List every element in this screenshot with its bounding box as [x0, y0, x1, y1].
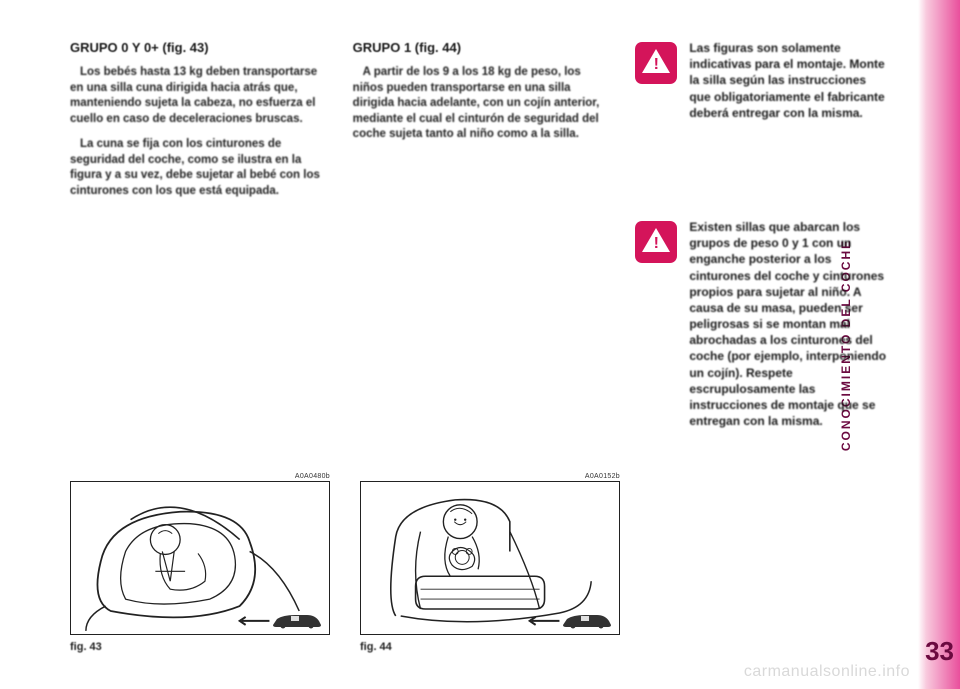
warning-icon: ! [635, 221, 677, 263]
warning-block-1: ! Las figuras son solamente indicativas … [635, 40, 890, 121]
warning-text-1: Las figuras son solamente indicativas pa… [689, 40, 890, 121]
page-number: 33 [925, 636, 954, 667]
figure-43: A0A0480b [70, 473, 330, 653]
figure-44-box [360, 481, 620, 635]
figure-43-box [70, 481, 330, 635]
warning-exclamation-icon: ! [654, 235, 659, 253]
col2-heading: GRUPO 1 (fig. 44) [353, 40, 608, 55]
col1-para-2: La cuna se fija con los cinturones de se… [70, 137, 325, 199]
car-silhouette-icon [561, 613, 613, 629]
figure-44-code: A0A0152b [360, 473, 620, 480]
car-silhouette-icon [271, 613, 323, 629]
warning-icon: ! [635, 42, 677, 84]
figure-43-illustration [71, 482, 329, 635]
warning-exclamation-icon: ! [654, 56, 659, 74]
page: CONOCIMIENTO DEL COCHE 33 GRUPO 0 Y 0+ (… [0, 0, 960, 689]
col1-heading: GRUPO 0 Y 0+ (fig. 43) [70, 40, 325, 55]
col2-para-1: A partir de los 9 a los 18 kg de peso, l… [353, 65, 608, 143]
sidebar-gradient: CONOCIMIENTO DEL COCHE [918, 0, 960, 689]
col1-para-1: Los bebés hasta 13 kg deben transportars… [70, 65, 325, 127]
warning-block-2: ! Existen sillas que abarcan los grupos … [635, 219, 890, 429]
figure-43-label: fig. 43 [70, 641, 330, 653]
figure-44-label: fig. 44 [360, 641, 620, 653]
warning-text-2: Existen sillas que abarcan los grupos de… [689, 219, 890, 429]
figure-44: A0A0152b [360, 473, 620, 653]
figures-row: A0A0480b [70, 473, 620, 653]
column-3: ! Las figuras son solamente indicativas … [635, 40, 890, 640]
figure-43-code: A0A0480b [70, 473, 330, 480]
watermark-text: carmanualsonline.info [744, 663, 910, 681]
figure-44-illustration [361, 482, 619, 635]
